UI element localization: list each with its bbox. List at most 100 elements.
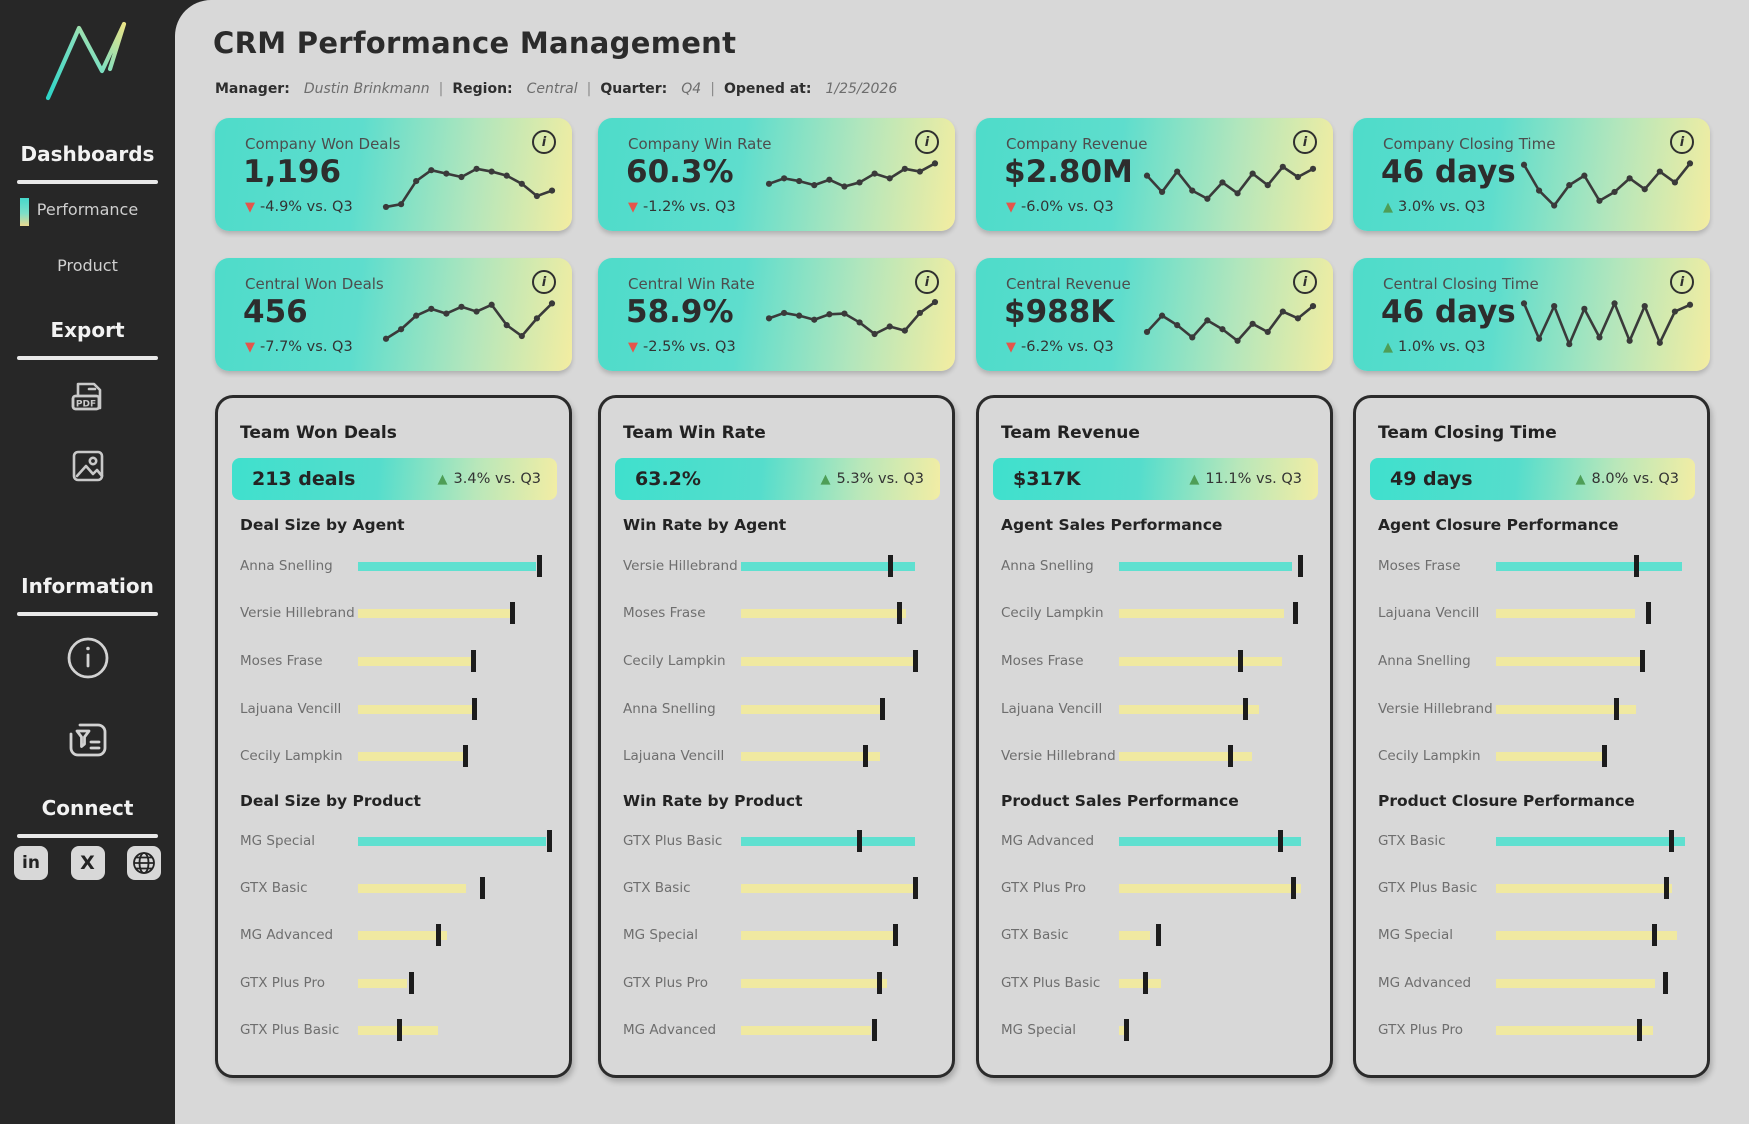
sidebar-heading-connect: Connect: [41, 796, 134, 820]
value-bar: [741, 657, 913, 666]
bar-zone: [358, 696, 563, 722]
target-tick: [893, 924, 898, 946]
banner-value: 63.2%: [635, 468, 701, 490]
chart-row: Cecily Lampkin: [1356, 743, 1707, 769]
team-summary-banner: 63.2% ▲ 5.3% vs. Q3: [615, 458, 940, 500]
image-export-icon[interactable]: [0, 440, 175, 492]
sidebar-item-product[interactable]: Product: [0, 250, 175, 281]
chart-row: Lajuana Vencill: [601, 743, 952, 769]
target-tick: [1278, 830, 1283, 852]
target-tick: [1664, 877, 1669, 899]
bar-zone: [1496, 553, 1701, 579]
globe-icon[interactable]: [127, 846, 161, 880]
info-icon[interactable]: i: [532, 270, 556, 294]
bar-zone: [1496, 828, 1701, 854]
chart-row: GTX Basic: [979, 922, 1330, 948]
sidebar-item-performance[interactable]: Performance: [0, 194, 175, 226]
kpi-delta: ▼ -6.2% vs. Q3: [1006, 339, 1114, 355]
kpi-delta-text: -1.2% vs. Q3: [643, 199, 736, 215]
info-icon[interactable]: [0, 632, 175, 684]
target-tick: [888, 555, 893, 577]
kpi-delta: ▲ 3.0% vs. Q3: [1383, 199, 1485, 215]
target-tick: [1652, 924, 1657, 946]
chart-row: Moses Frase: [979, 648, 1330, 674]
kpi-card: Company Revenue $2.80M ▼ -6.0% vs. Q3 i: [976, 118, 1333, 231]
row-label: GTX Plus Basic: [240, 1022, 340, 1038]
value-bar: [741, 931, 893, 940]
x-icon[interactable]: X: [70, 846, 105, 880]
kpi-label: Central Won Deals: [245, 275, 384, 293]
banner-value: 213 deals: [252, 468, 356, 490]
info-icon[interactable]: i: [1293, 130, 1317, 154]
bar-zone: [741, 743, 946, 769]
value-bar: [358, 837, 546, 846]
value-bar: [1496, 752, 1602, 761]
row-label: MG Advanced: [623, 1022, 717, 1038]
row-label: GTX Basic: [1378, 833, 1446, 849]
bar-zone: [741, 600, 946, 626]
sidebar: Dashboards Performance Product Export PD…: [0, 0, 175, 1124]
target-tick: [472, 698, 477, 720]
info-icon[interactable]: i: [915, 270, 939, 294]
bar-zone: [1119, 600, 1324, 626]
chart-row: GTX Basic: [601, 875, 952, 901]
value-bar: [1496, 609, 1635, 618]
chart-row: GTX Plus Pro: [979, 875, 1330, 901]
bar-zone: [1496, 696, 1701, 722]
meta-value: Dustin Brinkmann: [303, 81, 430, 97]
bar-zone: [358, 1017, 563, 1043]
value-bar: [1496, 931, 1677, 940]
value-bar: [1119, 979, 1161, 988]
linkedin-icon[interactable]: in: [14, 846, 48, 880]
value-bar: [358, 884, 466, 893]
target-tick: [1646, 602, 1651, 624]
chart-row: Versie Hillebrand: [218, 600, 569, 626]
kpi-value: $988K: [1004, 294, 1115, 330]
down-triangle-icon: ▼: [245, 199, 255, 215]
feedback-icon[interactable]: [0, 712, 175, 768]
bar-zone: [741, 875, 946, 901]
target-tick: [1243, 698, 1248, 720]
kpi-card: Central Closing Time 46 days ▲ 1.0% vs. Q3 i: [1353, 258, 1710, 371]
chart-row: GTX Plus Basic: [601, 828, 952, 854]
bar-zone: [1119, 553, 1324, 579]
meta-label: Quarter:: [600, 81, 668, 97]
chart-row: Versie Hillebrand: [1356, 696, 1707, 722]
bar-zone: [1496, 875, 1701, 901]
down-triangle-icon: ▼: [628, 339, 638, 355]
info-icon[interactable]: i: [1670, 130, 1694, 154]
row-label: MG Special: [240, 833, 316, 849]
target-tick: [880, 698, 885, 720]
info-icon[interactable]: i: [532, 130, 556, 154]
chart-row: GTX Plus Pro: [1356, 1017, 1707, 1043]
pdf-export-icon[interactable]: PDF: [0, 372, 175, 424]
info-icon[interactable]: i: [1670, 270, 1694, 294]
sidebar-item-label: Performance: [36, 200, 139, 219]
row-label: Cecily Lampkin: [1378, 748, 1481, 764]
info-icon[interactable]: i: [1293, 270, 1317, 294]
target-tick: [1640, 650, 1645, 672]
value-bar: [741, 562, 915, 571]
sidebar-heading-export: Export: [50, 318, 125, 342]
target-tick: [1238, 650, 1243, 672]
target-tick: [480, 877, 485, 899]
target-tick: [1602, 745, 1607, 767]
bar-zone: [741, 553, 946, 579]
info-icon[interactable]: i: [915, 130, 939, 154]
bar-zone: [1119, 970, 1324, 996]
row-label: Anna Snelling: [623, 701, 716, 717]
bar-zone: [1119, 1017, 1324, 1043]
up-triangle-icon: ▲: [820, 471, 831, 487]
bar-zone: [1496, 743, 1701, 769]
target-tick: [1669, 830, 1674, 852]
kpi-sparkline: [1141, 137, 1319, 221]
value-bar: [1496, 979, 1655, 988]
team-card-title: Team Win Rate: [623, 423, 766, 443]
bar-zone: [358, 743, 563, 769]
value-bar: [1496, 657, 1640, 666]
target-tick: [1124, 1019, 1129, 1041]
kpi-sparkline: [763, 137, 941, 221]
row-label: GTX Plus Pro: [240, 975, 325, 991]
target-tick: [897, 602, 902, 624]
up-triangle-icon: ▲: [437, 471, 448, 487]
